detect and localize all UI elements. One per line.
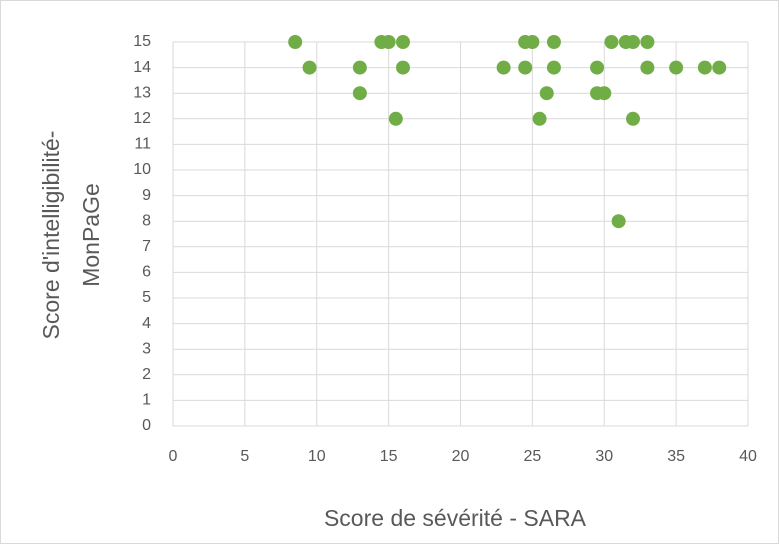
point xyxy=(546,35,561,49)
y-tick-label: 3 xyxy=(142,340,151,357)
point xyxy=(396,35,410,49)
x-tick-label: 35 xyxy=(667,448,685,465)
y-tick-label: 9 xyxy=(142,187,151,204)
point xyxy=(388,111,403,126)
point xyxy=(302,60,317,75)
x-tick-label: 0 xyxy=(169,448,178,465)
x-tick-label: 30 xyxy=(595,448,613,465)
y-tick-label: 11 xyxy=(134,136,151,153)
point xyxy=(525,35,540,49)
point xyxy=(626,111,640,126)
point xyxy=(546,60,561,75)
y-tick-label: 15 xyxy=(133,33,151,50)
y-tick-label: 5 xyxy=(142,289,151,306)
x-tick-label: 40 xyxy=(739,448,757,465)
x-tick-label: 5 xyxy=(240,448,249,465)
y-tick-label: 2 xyxy=(142,366,151,383)
x-tick-label: 10 xyxy=(308,448,326,465)
point xyxy=(590,60,605,75)
x-tick-label: 15 xyxy=(380,448,398,465)
point xyxy=(604,35,619,49)
point xyxy=(288,35,303,49)
x-tick-label: 20 xyxy=(452,448,470,465)
point xyxy=(352,60,367,75)
point xyxy=(381,35,396,49)
y-tick-label: 12 xyxy=(133,110,151,127)
y-tick-label: 8 xyxy=(142,212,151,229)
y-tick-label: 4 xyxy=(142,315,151,332)
y-tick-label: 0 xyxy=(142,417,151,434)
point xyxy=(352,86,367,101)
x-axis-title: Score de sévérité - SARA xyxy=(324,505,587,531)
point xyxy=(539,86,554,101)
point xyxy=(640,35,655,49)
y-tick-label: 10 xyxy=(133,161,151,178)
point xyxy=(697,60,712,75)
point xyxy=(532,111,547,126)
point xyxy=(518,60,533,75)
point xyxy=(640,60,655,75)
point xyxy=(626,35,640,49)
y-axis-title: MonPaGe xyxy=(78,183,104,287)
point xyxy=(496,60,511,75)
point xyxy=(396,60,410,75)
y-tick-label: 13 xyxy=(133,84,151,101)
point xyxy=(669,60,684,75)
y-tick-label: 1 xyxy=(142,392,151,409)
point xyxy=(712,60,727,75)
point xyxy=(611,214,626,229)
y-tick-label: 6 xyxy=(142,264,151,281)
y-tick-label: 7 xyxy=(142,238,151,255)
x-tick-label: 25 xyxy=(523,448,541,465)
point xyxy=(597,86,612,101)
y-axis-title: Score d'intelligibilité- xyxy=(38,131,64,340)
y-tick-label: 14 xyxy=(133,59,151,76)
